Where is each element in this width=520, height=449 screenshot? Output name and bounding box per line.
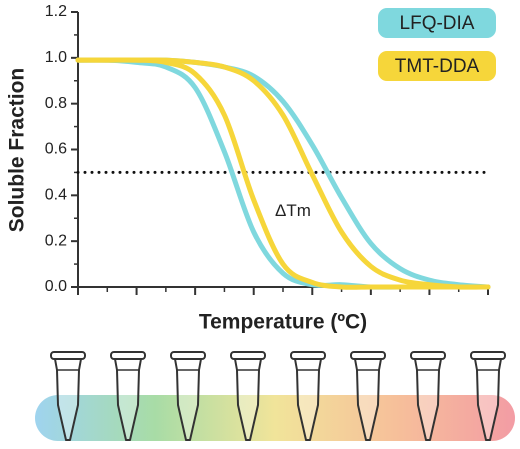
curve [75, 57, 491, 290]
y-tick-label: 0.0 [45, 278, 67, 295]
y-tick-label: 1.0 [45, 49, 67, 66]
y-tick-label: 0.4 [45, 187, 67, 204]
annotation: ΔTm [275, 201, 311, 220]
x-axis-title: Temperature (ºC) [199, 311, 367, 334]
y-tick-label: 0.8 [45, 95, 67, 112]
legend-label: TMT-DDA [395, 56, 480, 77]
gradient-bar [35, 395, 515, 441]
y-tick-label: 1.2 [45, 3, 67, 20]
curve [75, 57, 491, 290]
legend-label: LFQ-DIA [400, 13, 475, 34]
y-tick-label: 0.6 [45, 141, 67, 158]
y-tick-label: 0.2 [45, 232, 67, 249]
tube-strip [35, 352, 515, 441]
y-axis-title: Soluble Fraction [6, 68, 29, 233]
curve [75, 57, 491, 290]
curve [75, 57, 491, 290]
legend-box [378, 51, 496, 81]
legend-box [378, 8, 496, 38]
